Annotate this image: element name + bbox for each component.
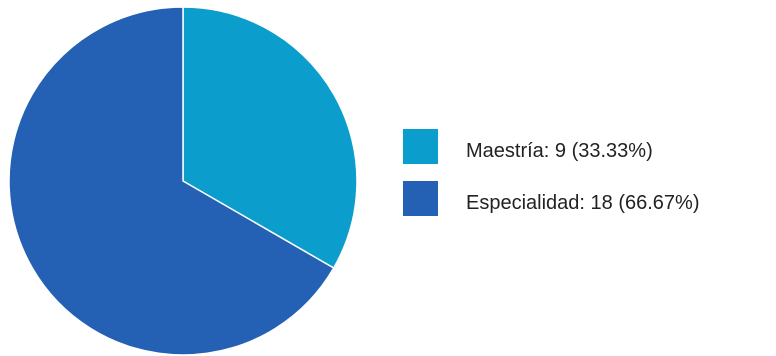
legend: Maestría: 9 (33.33%) Especialidad: 18 (6… bbox=[403, 129, 699, 216]
pie-slice-maestria bbox=[182, 6, 358, 269]
legend-label-maestria: Maestría: 9 (33.33%) bbox=[466, 140, 653, 162]
legend-swatch-especialidad bbox=[403, 181, 438, 216]
pie-slice-especialidad bbox=[8, 6, 335, 356]
legend-swatch-maestria bbox=[403, 129, 438, 164]
legend-label-especialidad: Especialidad: 18 (66.67%) bbox=[466, 192, 699, 214]
pie-slices bbox=[8, 6, 358, 356]
